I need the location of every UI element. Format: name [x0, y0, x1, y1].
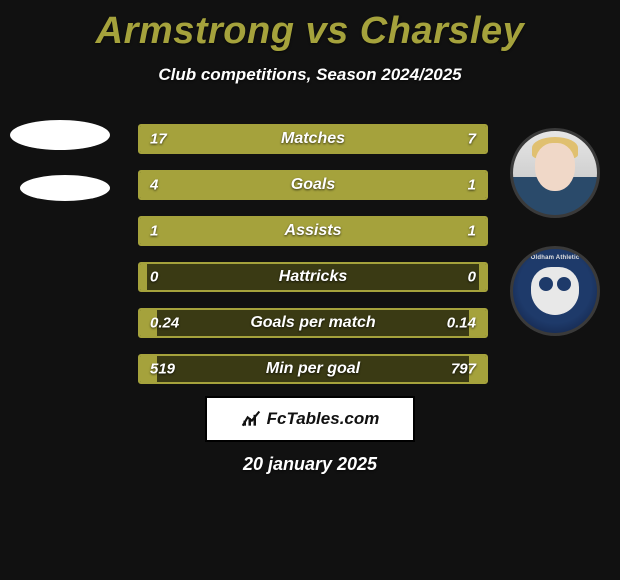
stat-row: Matches 17 7 — [138, 124, 488, 154]
stat-value-left: 0 — [150, 269, 158, 286]
player-photo — [510, 128, 600, 218]
stat-value-right: 0 — [468, 269, 476, 286]
stat-value-right: 7 — [468, 131, 476, 148]
stat-label: Goals per match — [250, 314, 375, 332]
stat-row: Goals 4 1 — [138, 170, 488, 200]
stat-label: Goals — [291, 176, 335, 194]
date-text: 20 january 2025 — [243, 454, 377, 475]
placeholder-ellipse — [10, 120, 110, 150]
stat-value-left: 17 — [150, 131, 167, 148]
page-title: Armstrong vs Charsley — [0, 0, 620, 53]
brand-text: FcTables.com — [267, 409, 380, 429]
stat-value-right: 1 — [468, 223, 476, 240]
stat-value-right: 0.14 — [447, 315, 476, 332]
stat-row: Min per goal 519 797 — [138, 354, 488, 384]
stat-value-left: 4 — [150, 177, 158, 194]
stat-value-left: 0.24 — [150, 315, 179, 332]
brand-badge: FcTables.com — [205, 396, 415, 442]
stat-row: Hattricks 0 0 — [138, 262, 488, 292]
stat-value-right: 1 — [468, 177, 476, 194]
stats-bars: Matches 17 7 Goals 4 1 Assists 1 1 Hattricks 0 0 Goa… — [138, 124, 488, 400]
stat-row: Goals per match 0.24 0.14 — [138, 308, 488, 338]
stat-value-right: 797 — [451, 361, 476, 378]
bar-left-fill — [140, 264, 147, 290]
subtitle: Club competitions, Season 2024/2025 — [0, 65, 620, 85]
stat-value-left: 519 — [150, 361, 175, 378]
placeholder-ellipse — [20, 175, 110, 201]
stat-label: Hattricks — [279, 268, 347, 286]
left-player-placeholder — [10, 120, 110, 201]
bar-left-fill — [140, 172, 417, 198]
stat-label: Assists — [285, 222, 342, 240]
stat-value-left: 1 — [150, 223, 158, 240]
stat-label: Min per goal — [266, 360, 360, 378]
owl-icon — [531, 267, 579, 315]
bar-right-fill — [479, 264, 486, 290]
crest-text: Oldham Athletic — [531, 255, 580, 261]
club-crest: Oldham Athletic — [510, 246, 600, 336]
right-player-column: Oldham Athletic — [510, 128, 600, 336]
chart-icon — [241, 409, 261, 429]
stat-row: Assists 1 1 — [138, 216, 488, 246]
stat-label: Matches — [281, 130, 345, 148]
